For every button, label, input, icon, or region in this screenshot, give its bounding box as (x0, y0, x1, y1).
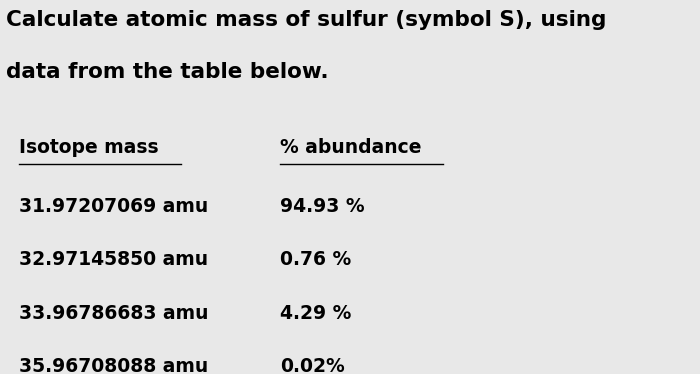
Text: 94.93 %: 94.93 % (280, 197, 365, 215)
Text: Calculate atomic mass of sulfur (symbol S), using: Calculate atomic mass of sulfur (symbol … (6, 10, 607, 30)
Text: Isotope mass: Isotope mass (19, 138, 159, 157)
Text: 4.29 %: 4.29 % (280, 304, 351, 322)
Text: % abundance: % abundance (280, 138, 421, 157)
Text: 35.96708088 amu: 35.96708088 amu (19, 357, 209, 374)
Text: 31.97207069 amu: 31.97207069 amu (19, 197, 209, 215)
Text: 33.96786683 amu: 33.96786683 amu (19, 304, 209, 322)
Text: 0.02%: 0.02% (280, 357, 345, 374)
Text: 0.76 %: 0.76 % (280, 250, 351, 269)
Text: data from the table below.: data from the table below. (6, 62, 329, 82)
Text: 32.97145850 amu: 32.97145850 amu (19, 250, 208, 269)
